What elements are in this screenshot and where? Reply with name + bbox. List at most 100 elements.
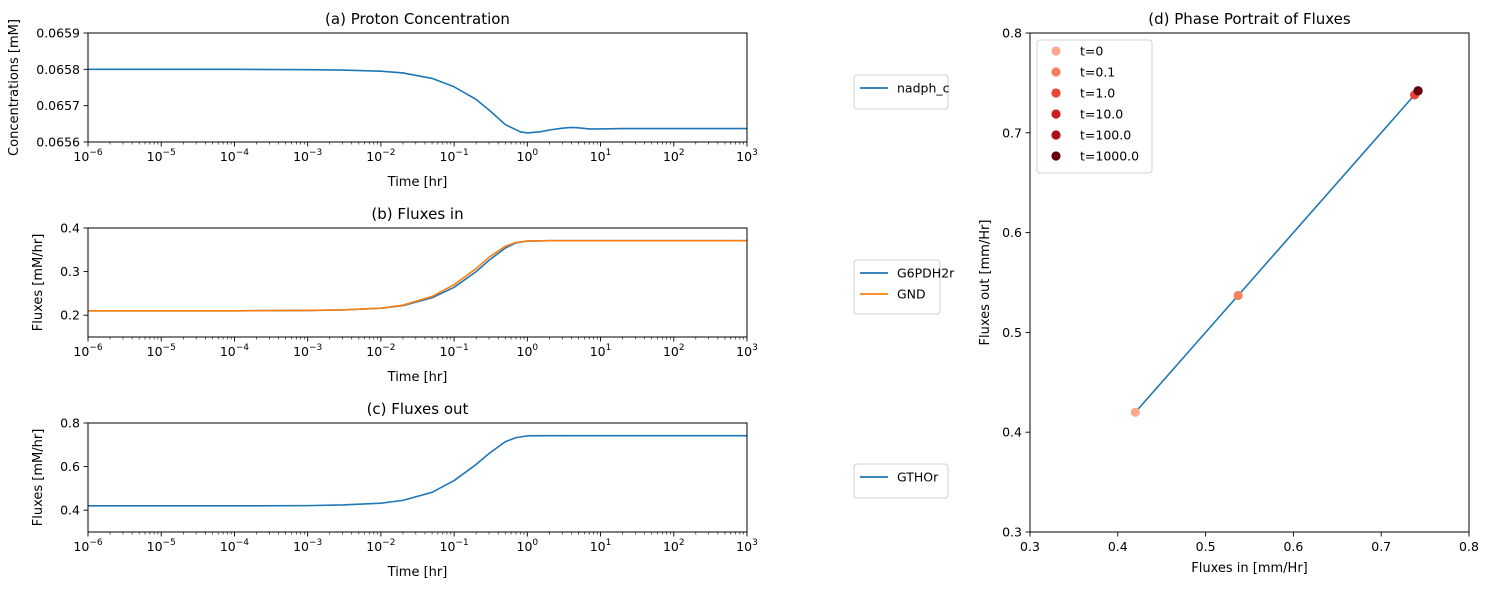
x-tick-base: 10 (736, 344, 752, 359)
x-tick-exponent: −4 (236, 148, 250, 158)
x-tick-base: 10 (366, 539, 382, 554)
series-line-gthor (88, 434, 747, 507)
subplot-title: (a) Proton Concentration (325, 10, 510, 28)
x-axis-label: Time [hr] (387, 175, 448, 190)
x-tick-exponent: −2 (382, 343, 395, 353)
x-tick-base: 10 (736, 149, 752, 164)
x-tick-label: 0.7 (1371, 539, 1391, 554)
x-tick-label: 0.5 (1196, 539, 1216, 554)
x-tick-label: 103 (736, 538, 758, 554)
legend-label: t=1000.0 (1080, 149, 1139, 164)
x-tick-exponent: −1 (455, 148, 468, 158)
legend-label: nadph_c (897, 81, 950, 96)
y-tick-label: 0.7 (1002, 125, 1022, 140)
x-tick-base: 10 (366, 149, 382, 164)
x-tick-base: 10 (663, 149, 679, 164)
legend-label: GND (897, 287, 926, 302)
scatter-point (1130, 407, 1140, 417)
legend: GTHOr (853, 463, 949, 499)
y-tick-label: 0.6 (60, 459, 80, 474)
x-tick-base: 10 (517, 539, 533, 554)
x-tick-exponent: 2 (679, 148, 685, 158)
x-tick-exponent: −5 (163, 538, 176, 548)
x-tick-label: 100 (517, 148, 539, 164)
x-tick-base: 10 (517, 149, 533, 164)
x-tick-label: 101 (590, 343, 612, 359)
legend-marker (1051, 46, 1061, 56)
legend-label: t=1.0 (1080, 86, 1115, 101)
x-tick-label: 10−5 (147, 148, 176, 164)
legend-marker (1051, 88, 1061, 98)
x-tick-label: 0.4 (1108, 539, 1128, 554)
y-tick-label: 0.0657 (36, 98, 80, 113)
legend-label: t=0.1 (1080, 65, 1115, 80)
x-tick-label: 0.3 (1020, 539, 1040, 554)
x-tick-label: 10−1 (440, 148, 469, 164)
x-tick-label: 10−2 (366, 343, 395, 359)
x-tick-base: 10 (366, 344, 382, 359)
x-tick-exponent: 0 (532, 538, 538, 548)
y-tick-label: 0.8 (60, 416, 80, 431)
x-tick-exponent: −6 (89, 148, 103, 158)
x-tick-exponent: −2 (382, 148, 395, 158)
legend-marker (1051, 67, 1061, 77)
x-tick-label: 101 (590, 148, 612, 164)
legend-marker (1051, 109, 1061, 119)
y-axis-label: Fluxes [mM/hr] (31, 429, 46, 527)
x-axis-label: Time [hr] (387, 370, 448, 385)
y-tick-label: 0.4 (1002, 425, 1022, 440)
subplot-title: (c) Fluxes out (367, 400, 469, 418)
x-tick-exponent: 1 (606, 148, 612, 158)
x-tick-label: 101 (590, 538, 612, 554)
legend-box (1036, 39, 1153, 174)
y-tick-label: 0.3 (1002, 525, 1022, 540)
y-tick-label: 0.0659 (36, 26, 80, 41)
axes-frame (1029, 32, 1470, 533)
legend-label: t=10.0 (1080, 107, 1123, 122)
x-tick-label: 102 (663, 343, 685, 359)
x-tick-exponent: −1 (455, 343, 468, 353)
x-tick-base: 10 (517, 344, 533, 359)
x-tick-exponent: −3 (309, 148, 322, 158)
legend-box (853, 74, 949, 110)
x-tick-base: 10 (663, 344, 679, 359)
axes-frame (87, 422, 748, 533)
series-line-nadph_c (88, 68, 747, 134)
x-tick-label: 10−4 (220, 343, 249, 359)
x-tick-label: 10−5 (147, 343, 176, 359)
subplot-d: (d) Phase Portrait of Fluxes 0.3 0.4 0.5 0.6… (978, 10, 1479, 576)
y-tick-label: 0.2 (60, 308, 80, 323)
x-tick-base: 10 (147, 149, 163, 164)
legend-box (853, 463, 949, 499)
axes-frame (87, 227, 748, 338)
x-tick-exponent: −3 (309, 538, 322, 548)
legend-marker (1051, 130, 1061, 140)
x-axis-label: Time [hr] (387, 565, 448, 580)
x-tick-label: 100 (517, 343, 539, 359)
scatter-point (1233, 290, 1243, 301)
y-tick-label: 0.0656 (36, 135, 80, 150)
legend: t=0 t=0.1 t=1.0 t=10.0 t=100.0 t=1000.0 (1036, 39, 1153, 174)
x-tick-base: 10 (220, 344, 236, 359)
legend-label: G6PDH2r (897, 266, 955, 281)
y-tick-label: 0.6 (1002, 225, 1022, 240)
x-tick-exponent: −4 (236, 538, 250, 548)
x-tick-exponent: 0 (532, 148, 538, 158)
y-axis-label: Fluxes [mM/hr] (31, 234, 46, 332)
x-tick-base: 10 (220, 539, 236, 554)
x-tick-exponent: 0 (532, 343, 538, 353)
x-tick-label: 10−1 (440, 343, 469, 359)
x-tick-exponent: 3 (752, 538, 758, 548)
x-tick-base: 10 (736, 539, 752, 554)
x-tick-label: 103 (736, 148, 758, 164)
y-tick-label: 0.5 (1002, 325, 1022, 340)
x-tick-base: 10 (73, 149, 89, 164)
x-tick-label: 10−3 (293, 343, 322, 359)
y-tick-label: 0.4 (60, 221, 80, 236)
x-tick-label: 10−4 (220, 148, 249, 164)
x-tick-exponent: 2 (679, 343, 685, 353)
x-tick-exponent: 3 (752, 148, 758, 158)
legend: G6PDH2r GND (853, 259, 955, 315)
